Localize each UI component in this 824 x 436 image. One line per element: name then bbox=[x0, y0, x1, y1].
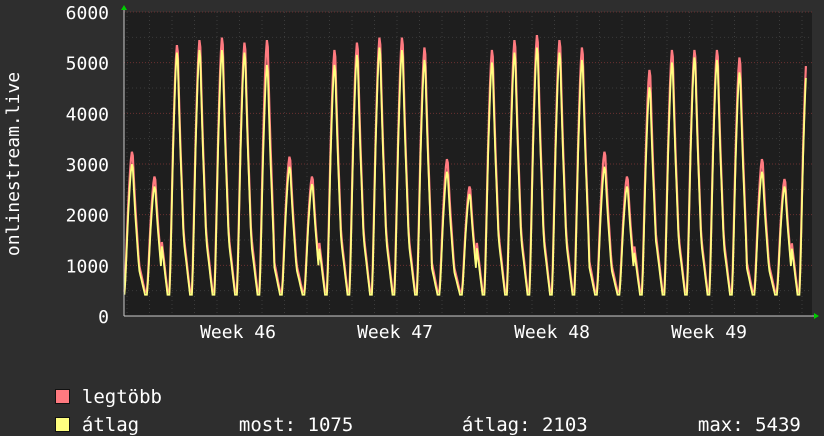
legend-max: legtöbb bbox=[32, 364, 162, 408]
x-tick-label-week-48: Week 48 bbox=[514, 322, 590, 343]
x-tick-label-week-46: Week 46 bbox=[200, 322, 276, 343]
stat-max: max: 5439 bbox=[675, 392, 801, 436]
stat-avg-value: 2103 bbox=[541, 414, 588, 436]
y-tick-label-4000: 4000 bbox=[66, 104, 109, 125]
series-atlag bbox=[123, 47, 807, 296]
x-tick-label-week-47: Week 47 bbox=[357, 322, 433, 343]
y-axis-title: onlinestream.live bbox=[3, 72, 24, 256]
x-tick-label-week-49: Week 49 bbox=[671, 322, 747, 343]
legend-swatch-max bbox=[54, 389, 70, 404]
y-axis-arrow bbox=[121, 5, 127, 10]
stat-now-value: 1075 bbox=[307, 414, 354, 436]
legend-label-max: legtöbb bbox=[81, 386, 162, 408]
y-tick-label-1000: 1000 bbox=[66, 256, 109, 277]
stat-max-value: 5439 bbox=[755, 414, 801, 436]
stat-avg-label: átlag: bbox=[461, 414, 531, 436]
axes bbox=[121, 5, 819, 319]
x-axis-arrow bbox=[814, 313, 819, 319]
stat-avg: átlag: 2103 bbox=[439, 392, 588, 436]
y-tick-label-3000: 3000 bbox=[66, 155, 109, 176]
stat-max-label: max: bbox=[697, 414, 744, 436]
stat-now-label: most: bbox=[238, 414, 297, 436]
y-tick-label-2000: 2000 bbox=[66, 206, 109, 227]
x-tick-labels: Week 46 Week 47 Week 48 Week 49 bbox=[200, 322, 747, 343]
y-tick-label-0: 0 bbox=[98, 307, 109, 328]
y-tick-label-5000: 5000 bbox=[66, 54, 109, 75]
stat-now: most: 1075 bbox=[216, 392, 353, 436]
y-tick-label-6000: 6000 bbox=[66, 3, 109, 24]
legend-label-avg: átlag bbox=[81, 414, 140, 436]
legend-avg: átlag bbox=[32, 392, 139, 436]
y-tick-labels: 0 1000 2000 3000 4000 5000 6000 bbox=[66, 3, 109, 328]
series-line-atlag bbox=[123, 47, 807, 296]
